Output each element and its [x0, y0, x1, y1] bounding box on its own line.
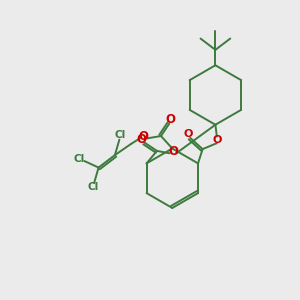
Text: O: O	[168, 145, 178, 158]
Text: Cl: Cl	[114, 130, 126, 140]
Text: O: O	[165, 113, 175, 126]
Text: O: O	[213, 135, 222, 145]
Text: Cl: Cl	[73, 154, 85, 164]
Text: O: O	[136, 133, 146, 146]
Text: O: O	[184, 129, 193, 139]
Text: O: O	[138, 130, 148, 143]
Text: Cl: Cl	[88, 182, 99, 193]
